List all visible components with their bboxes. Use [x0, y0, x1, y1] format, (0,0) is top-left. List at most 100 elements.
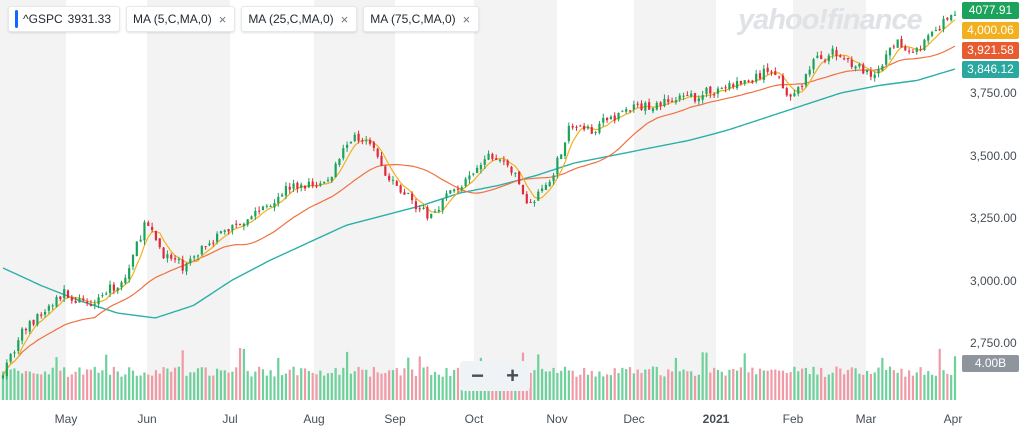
candle-body	[778, 76, 781, 78]
candle-body	[326, 179, 330, 181]
volume-bar	[827, 374, 830, 400]
volume-bar	[930, 374, 934, 400]
candle-body	[89, 304, 93, 306]
y-tick-label: 2,750.00	[970, 336, 1017, 350]
volume-bar	[9, 369, 12, 400]
volume-bar	[705, 352, 708, 400]
candle-body	[533, 201, 536, 204]
candle-body	[529, 202, 532, 204]
candle-body	[808, 69, 811, 75]
candle-body	[571, 125, 574, 128]
volume-bar	[395, 368, 398, 400]
volume-bar	[885, 370, 888, 400]
candle-body	[498, 159, 502, 161]
ma25-chip[interactable]: MA (25,C,MA,0) ×	[241, 6, 358, 32]
candle-body	[514, 172, 517, 174]
volume-bar	[200, 367, 203, 400]
close-icon[interactable]: ×	[340, 11, 349, 27]
candle-body	[334, 163, 337, 178]
x-tick-label: Dec	[623, 412, 645, 426]
candle-body	[292, 183, 295, 189]
candle-body	[900, 38, 903, 48]
month-band	[0, 0, 66, 400]
candle-body	[1, 375, 5, 378]
volume-bar	[368, 376, 372, 400]
volume-bar	[250, 376, 253, 400]
volume-bar	[862, 374, 865, 400]
close-icon[interactable]: ×	[218, 11, 227, 27]
candle-body	[345, 144, 349, 148]
candle-body	[621, 110, 624, 112]
volume-bar	[338, 374, 341, 400]
volume-bar	[602, 376, 605, 400]
volume-bar	[13, 368, 16, 400]
ma75-chip[interactable]: MA (75,C,MA,0) ×	[363, 6, 480, 32]
candle-body	[353, 134, 356, 142]
candle-body	[51, 305, 54, 307]
volume-bar	[636, 369, 639, 400]
close-icon[interactable]: ×	[462, 11, 471, 27]
candle-body	[231, 224, 234, 231]
volume-bar	[812, 366, 815, 400]
candle-body	[311, 181, 314, 186]
candle-body	[709, 86, 712, 94]
candle-body	[143, 222, 146, 241]
candle-body	[40, 314, 43, 316]
candle-body	[881, 65, 884, 71]
volume-bar	[181, 350, 184, 400]
candle-body	[659, 102, 662, 106]
candle-body	[9, 354, 12, 362]
volume-bar	[349, 373, 353, 400]
volume-bar	[869, 373, 872, 400]
candle-body	[135, 241, 138, 257]
candle-body	[181, 259, 184, 271]
y-tick-label: 3,500.00	[970, 148, 1017, 163]
volume-bar	[529, 372, 532, 400]
candle-body	[953, 14, 957, 16]
candle-body	[414, 201, 418, 210]
volume-bar	[820, 367, 823, 400]
candle-body	[47, 305, 50, 311]
x-tick-label: Aug	[303, 412, 325, 426]
candle-body	[735, 81, 739, 89]
candle-body	[766, 67, 769, 72]
ticker-chip[interactable]: ^GSPC 3931.33	[8, 6, 121, 32]
volume-bar	[896, 372, 899, 400]
candle-body	[820, 55, 823, 60]
candle-body	[93, 303, 96, 305]
candle-body	[372, 142, 375, 148]
x-tick-label: Mar	[855, 412, 877, 426]
volume-bar	[556, 372, 559, 400]
ma75-line	[2, 68, 956, 319]
candle-body	[441, 198, 444, 211]
volume-bar	[686, 371, 689, 400]
volume-bar	[724, 375, 727, 400]
candle-body	[330, 176, 333, 181]
volume-bar	[407, 357, 410, 400]
x-tick-label: Sep	[384, 412, 406, 426]
candle-body	[495, 158, 498, 160]
candle-body	[670, 100, 674, 103]
candle-body	[147, 222, 150, 226]
volume-bar	[693, 375, 697, 400]
candle-body	[942, 18, 945, 30]
candle-body	[273, 202, 276, 208]
volume-bar	[697, 374, 700, 400]
volume-bar	[66, 376, 70, 400]
candle-body	[468, 175, 471, 180]
candle-body	[563, 142, 567, 156]
candle-body	[690, 93, 693, 97]
volume-bar	[938, 348, 941, 400]
ma5-chip[interactable]: MA (5,C,MA,0) ×	[126, 6, 236, 32]
candle-body	[678, 95, 681, 100]
month-band	[147, 0, 230, 400]
zoom-out-button[interactable]: −	[471, 363, 484, 388]
volume-bar	[793, 366, 796, 400]
volume-bar	[621, 367, 624, 400]
volume-bar	[112, 366, 115, 400]
candle-body	[105, 293, 108, 295]
volume-bar	[437, 374, 440, 400]
candle-body	[854, 66, 857, 69]
zoom-in-button[interactable]: +	[506, 363, 519, 388]
